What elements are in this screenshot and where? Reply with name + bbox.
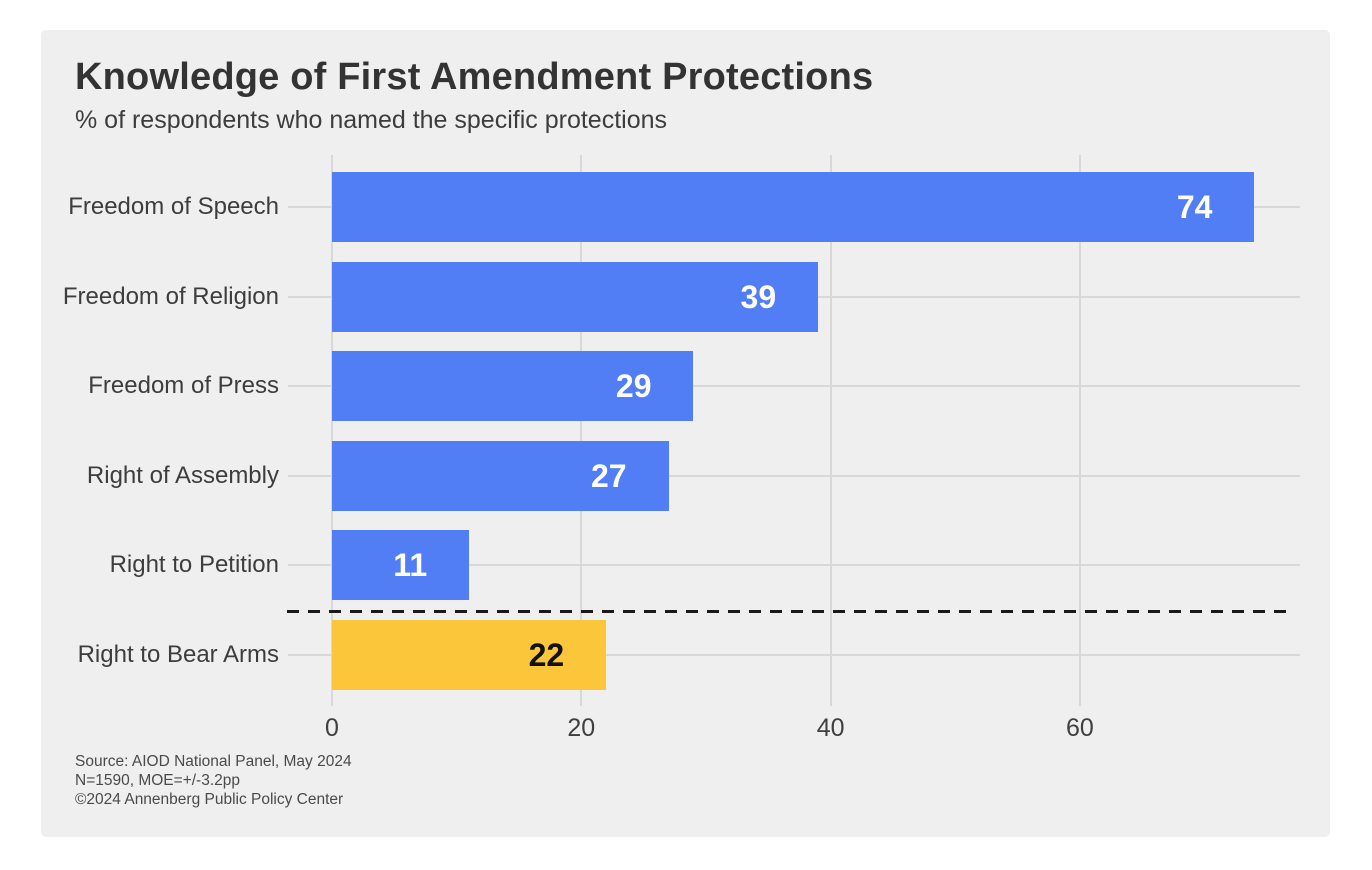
- category-gridline: [288, 474, 1300, 477]
- bar: 39: [332, 261, 819, 332]
- bar: 29: [332, 351, 694, 422]
- x-gridline: [1078, 155, 1081, 706]
- x-gridline: [829, 155, 832, 706]
- category-label: Freedom of Press: [88, 372, 279, 400]
- bar-value-label: 74: [1176, 189, 1213, 225]
- bar: 11: [332, 530, 470, 601]
- separator-dashed-line: [287, 610, 1293, 613]
- chart-title: Knowledge of First Amendment Protections: [75, 56, 874, 98]
- chart-subtitle: % of respondents who named the specific …: [75, 106, 668, 134]
- category-gridline: [288, 654, 1300, 656]
- x-gridline: [580, 155, 583, 706]
- x-gridline: [331, 155, 333, 706]
- category-label: Freedom of Religion: [62, 282, 279, 310]
- source-line-3: ©2024 Annenberg Public Policy Center: [75, 791, 344, 808]
- x-tick-label: 40: [816, 714, 845, 742]
- x-tick-label: 20: [567, 714, 596, 742]
- bar-value-label: 29: [615, 368, 652, 405]
- bar-value-label: 11: [393, 547, 428, 584]
- bar-value-label: 22: [528, 637, 565, 673]
- category-label: Right of Assembly: [86, 461, 279, 489]
- category-label: Right to Bear Arms: [77, 641, 279, 668]
- category-label: Freedom of Speech: [68, 193, 279, 220]
- source-line-2: N=1590, MOE=+/-3.2pp: [75, 772, 241, 789]
- category-gridline: [288, 385, 1300, 388]
- bar: 22: [332, 620, 607, 690]
- category-label: Right to Petition: [109, 551, 279, 579]
- chart-card: Knowledge of First Amendment Protections…: [41, 30, 1330, 837]
- source-line-1: Source: AIOD National Panel, May 2024: [75, 753, 352, 770]
- bar-value-label: 27: [590, 457, 627, 494]
- x-tick-label: 60: [1065, 714, 1094, 742]
- bar: 27: [332, 440, 669, 511]
- x-tick-label: 0: [325, 714, 339, 742]
- bar-value-label: 39: [740, 278, 777, 315]
- bar: 74: [332, 172, 1255, 242]
- category-gridline: [288, 564, 1300, 567]
- source-note: Source: AIOD National Panel, May 2024 N=…: [75, 752, 352, 809]
